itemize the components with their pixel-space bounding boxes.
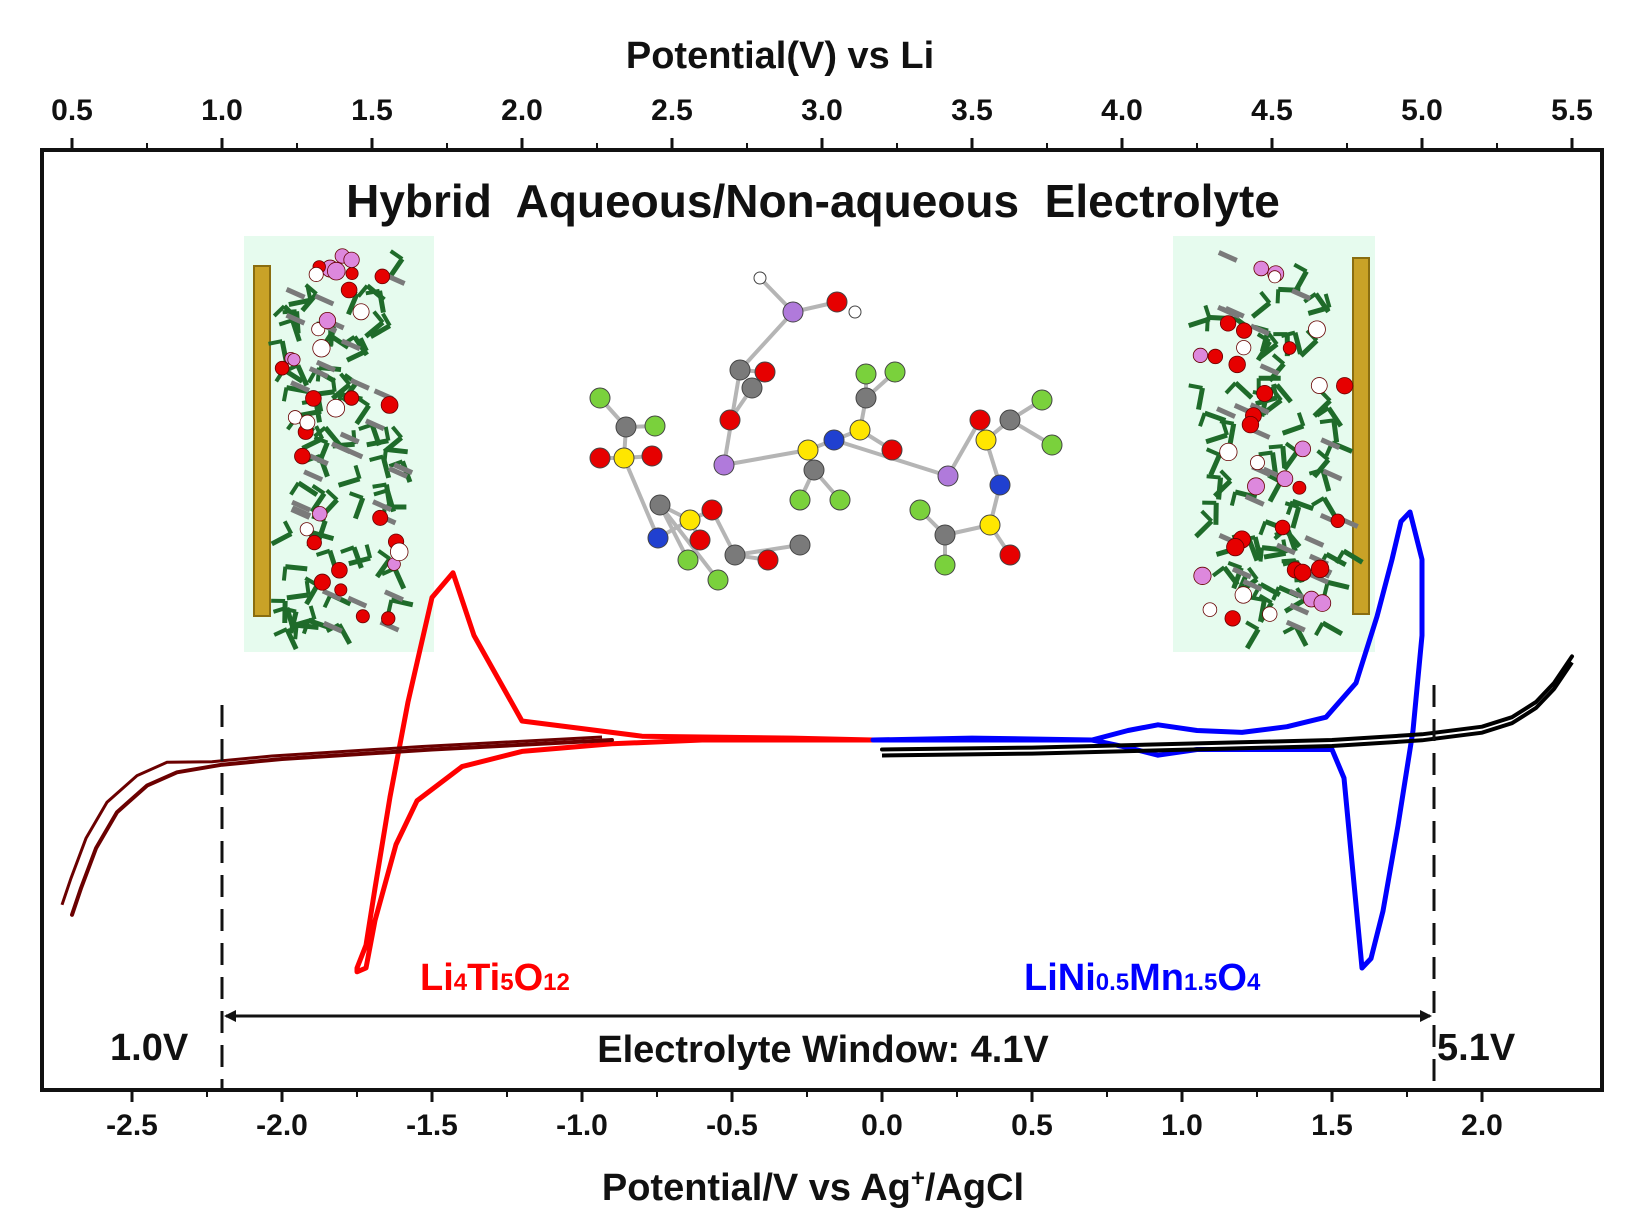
top-axis-ticks: 0.5 1.0 1.5 2.0 2.5 3.0 3.5 4.0 4.5 5.0 5.5 [51, 94, 1593, 150]
top-tick-label: 5.0 [1401, 94, 1443, 127]
right-window-label: 5.1V [1437, 1027, 1516, 1069]
left-interface-illustration [244, 236, 434, 652]
top-tick-label: 3.5 [951, 94, 993, 127]
electrolyte-window-label: Electrolyte Window: 4.1V [597, 1029, 1049, 1071]
series-line-li4ti5o12 [357, 573, 873, 972]
lini0.5mn1.5o4-label: LiNi0.5Mn1.5O4 [1024, 957, 1261, 999]
bottom-tick-label: -1.0 [556, 1109, 608, 1142]
top-tick-label: 3.0 [801, 94, 843, 127]
bottom-axis-ticks: -2.5 -2.0 -1.5 -1.0 -0.5 0.0 0.5 1.0 1.5 2.0 [106, 1090, 1503, 1142]
left-window-label: 1.0V [110, 1027, 189, 1069]
li4ti5o12-label: Li4Ti5O12 [420, 957, 570, 999]
series-line-electrolyte-negative-return [62, 737, 602, 905]
series-line-electrolyte-negative [72, 740, 612, 915]
bottom-tick-label: -2.0 [256, 1109, 308, 1142]
bottom-tick-label: -2.5 [106, 1109, 158, 1142]
top-axis-title: Potential(V) vs Li [626, 35, 934, 77]
bottom-tick-label: 1.0 [1161, 1109, 1203, 1142]
bottom-tick-label: 2.0 [1461, 1109, 1503, 1142]
top-tick-label: 4.0 [1101, 94, 1143, 127]
bottom-tick-label: 0.0 [861, 1109, 903, 1142]
top-tick-label: 4.5 [1251, 94, 1293, 127]
top-tick-label: 0.5 [51, 94, 93, 127]
top-tick-label: 2.5 [651, 94, 693, 127]
center-solvation-structure [590, 272, 1062, 590]
bottom-axis-title: Potential/V vs Ag+/AgCl [602, 1165, 1024, 1209]
top-tick-label: 1.0 [201, 94, 243, 127]
bottom-tick-label: 0.5 [1011, 1109, 1053, 1142]
top-tick-label: 5.5 [1551, 94, 1593, 127]
top-tick-label: 1.5 [351, 94, 393, 127]
bottom-tick-label: -1.5 [406, 1109, 458, 1142]
right-interface-illustration [1173, 236, 1375, 652]
plot-title: Hybrid Aqueous/Non-aqueous Electrolyte [346, 175, 1280, 227]
top-tick-label: 2.0 [501, 94, 543, 127]
bottom-tick-label: 1.5 [1311, 1109, 1353, 1142]
bottom-tick-label: -0.5 [706, 1109, 758, 1142]
